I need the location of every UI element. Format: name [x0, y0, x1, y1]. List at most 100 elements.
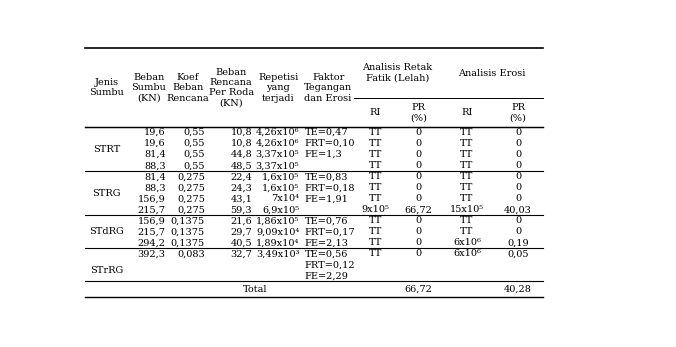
Text: 0,55: 0,55 [183, 150, 205, 159]
Text: 0: 0 [515, 150, 521, 159]
Text: STRT: STRT [93, 145, 120, 154]
Text: TE=0,83: TE=0,83 [304, 172, 348, 181]
Text: 44,8: 44,8 [231, 150, 252, 159]
Text: TT: TT [368, 128, 382, 137]
Text: 294,2: 294,2 [138, 238, 166, 247]
Text: 0: 0 [515, 194, 521, 203]
Text: RI: RI [461, 108, 473, 117]
Text: 0: 0 [515, 172, 521, 181]
Text: Total: Total [243, 285, 267, 294]
Text: 0: 0 [416, 139, 422, 148]
Text: 392,3: 392,3 [138, 249, 166, 258]
Text: Analisis Retak
Fatik (Lelah): Analisis Retak Fatik (Lelah) [362, 64, 433, 83]
Text: 6x10⁶: 6x10⁶ [453, 238, 481, 247]
Text: 0: 0 [416, 183, 422, 192]
Text: 66,72: 66,72 [404, 205, 433, 214]
Text: TT: TT [368, 139, 382, 148]
Text: FRT=0,18: FRT=0,18 [304, 183, 355, 192]
Text: 19,6: 19,6 [144, 128, 166, 137]
Text: 0,1375: 0,1375 [171, 227, 205, 236]
Text: 0,55: 0,55 [183, 139, 205, 148]
Text: Beban
Sumbu
(KN): Beban Sumbu (KN) [131, 73, 166, 103]
Text: 48,5: 48,5 [231, 161, 252, 170]
Text: 9x10⁵: 9x10⁵ [362, 205, 389, 214]
Text: 0,1375: 0,1375 [171, 238, 205, 247]
Text: 1,89x10⁴: 1,89x10⁴ [256, 238, 299, 247]
Text: 156,9: 156,9 [138, 216, 166, 225]
Text: 0,55: 0,55 [183, 161, 205, 170]
Text: FRT=0,17: FRT=0,17 [304, 227, 355, 236]
Text: FE=2,13: FE=2,13 [304, 238, 349, 247]
Text: 0: 0 [515, 161, 521, 170]
Text: Analisis Erosi: Analisis Erosi [458, 69, 525, 77]
Text: 6,9x10⁵: 6,9x10⁵ [262, 205, 299, 214]
Text: PR
(%): PR (%) [510, 103, 527, 122]
Text: 1,6x10⁵: 1,6x10⁵ [262, 172, 299, 181]
Text: TT: TT [368, 172, 382, 181]
Text: 0,275: 0,275 [177, 194, 205, 203]
Text: 0: 0 [416, 161, 422, 170]
Text: 0: 0 [416, 194, 422, 203]
Text: FE=1,91: FE=1,91 [304, 194, 348, 203]
Text: 0: 0 [416, 238, 422, 247]
Text: TT: TT [368, 150, 382, 159]
Text: TE=0,56: TE=0,56 [304, 249, 348, 258]
Text: 3,37x10⁵: 3,37x10⁵ [256, 161, 299, 170]
Text: 40,28: 40,28 [504, 285, 532, 294]
Text: 0,19: 0,19 [507, 238, 529, 247]
Text: TT: TT [460, 128, 474, 137]
Text: 3,49x10³: 3,49x10³ [256, 249, 299, 258]
Text: 40,03: 40,03 [504, 205, 532, 214]
Text: 0: 0 [416, 128, 422, 137]
Text: 0,05: 0,05 [507, 249, 529, 258]
Text: TT: TT [460, 139, 474, 148]
Text: Beban
Rencana
Per Roda
(KN): Beban Rencana Per Roda (KN) [209, 68, 254, 108]
Text: 0: 0 [416, 172, 422, 181]
Text: 0: 0 [515, 227, 521, 236]
Text: 0: 0 [416, 216, 422, 225]
Text: TT: TT [368, 194, 382, 203]
Text: 0,275: 0,275 [177, 183, 205, 192]
Text: 1,86x10⁵: 1,86x10⁵ [256, 216, 299, 225]
Text: TT: TT [460, 172, 474, 181]
Text: 156,9: 156,9 [138, 194, 166, 203]
Text: TT: TT [460, 183, 474, 192]
Text: STrRG: STrRG [90, 266, 124, 275]
Text: TT: TT [368, 183, 382, 192]
Text: 0,275: 0,275 [177, 172, 205, 181]
Text: 6x10⁶: 6x10⁶ [453, 249, 481, 258]
Text: 88,3: 88,3 [144, 183, 166, 192]
Text: TT: TT [460, 227, 474, 236]
Text: 0: 0 [515, 139, 521, 148]
Text: Repetisi
yang
terjadi: Repetisi yang terjadi [258, 73, 299, 103]
Text: 0: 0 [416, 150, 422, 159]
Text: 215,7: 215,7 [138, 227, 166, 236]
Text: 0: 0 [416, 227, 422, 236]
Text: 10,8: 10,8 [231, 128, 252, 137]
Text: Faktor
Tegangan
dan Erosi: Faktor Tegangan dan Erosi [304, 73, 352, 103]
Text: TT: TT [368, 227, 382, 236]
Text: 7x10⁴: 7x10⁴ [271, 194, 299, 203]
Text: 1,6x10⁵: 1,6x10⁵ [262, 183, 299, 192]
Text: TT: TT [460, 161, 474, 170]
Text: 0: 0 [416, 249, 422, 258]
Text: STRG: STRG [93, 189, 121, 198]
Text: TT: TT [460, 216, 474, 225]
Text: 66,72: 66,72 [404, 285, 433, 294]
Text: TT: TT [368, 249, 382, 258]
Text: FRT=0,10: FRT=0,10 [304, 139, 355, 148]
Text: 32,7: 32,7 [231, 249, 252, 258]
Text: 29,7: 29,7 [231, 227, 252, 236]
Text: 4,26x10⁶: 4,26x10⁶ [256, 139, 299, 148]
Text: 40,5: 40,5 [231, 238, 252, 247]
Text: 0,1375: 0,1375 [171, 216, 205, 225]
Text: STdRG: STdRG [89, 227, 124, 236]
Text: PR
(%): PR (%) [410, 103, 427, 122]
Text: 0,275: 0,275 [177, 205, 205, 214]
Text: 0: 0 [515, 183, 521, 192]
Text: TT: TT [460, 150, 474, 159]
Text: 15x10⁵: 15x10⁵ [450, 205, 484, 214]
Text: RI: RI [370, 108, 381, 117]
Text: FE=2,29: FE=2,29 [304, 271, 348, 280]
Text: 81,4: 81,4 [144, 150, 166, 159]
